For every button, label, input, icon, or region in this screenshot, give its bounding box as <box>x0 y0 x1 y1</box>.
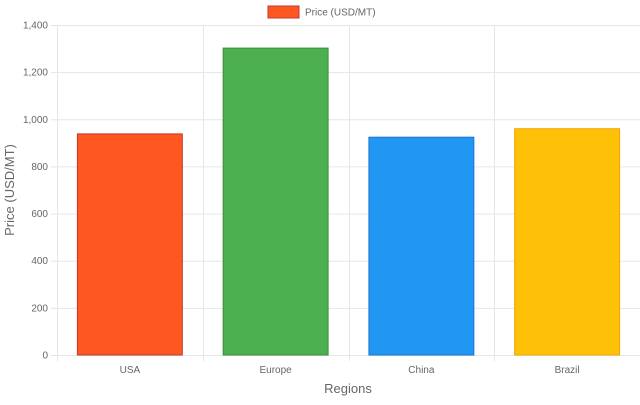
y-tick-label: 200 <box>31 303 48 314</box>
y-axis-ticks: 0 200 400 600 800 1,000 1,200 1,400 <box>23 21 48 362</box>
bar-china[interactable] <box>368 136 475 356</box>
bar-europe[interactable] <box>222 47 329 356</box>
x-tick-label: Brazil <box>555 365 580 376</box>
legend-label[interactable]: Price (USD/MT) <box>305 8 376 19</box>
y-axis-title: Price (USD/MT) <box>2 144 17 236</box>
y-tick-label: 600 <box>31 209 48 220</box>
y-tick-label: 400 <box>31 256 48 267</box>
y-tick-label: 1,400 <box>23 21 48 32</box>
legend[interactable]: Price (USD/MT) <box>267 5 376 19</box>
x-tick-label: Europe <box>260 365 293 376</box>
x-axis-title: Regions <box>324 381 372 396</box>
x-tick-label: China <box>408 365 435 376</box>
y-tick-label: 800 <box>31 162 48 173</box>
x-axis-ticks: USA Europe China Brazil <box>120 365 580 376</box>
legend-swatch[interactable] <box>267 5 300 19</box>
y-tick-label: 1,200 <box>23 68 48 79</box>
bar-brazil[interactable] <box>514 128 621 356</box>
x-tick-label: USA <box>120 365 141 376</box>
bar-usa[interactable] <box>76 133 183 356</box>
y-tick-label: 0 <box>42 351 48 362</box>
y-tick-label: 1,000 <box>23 115 48 126</box>
bars <box>76 47 621 356</box>
